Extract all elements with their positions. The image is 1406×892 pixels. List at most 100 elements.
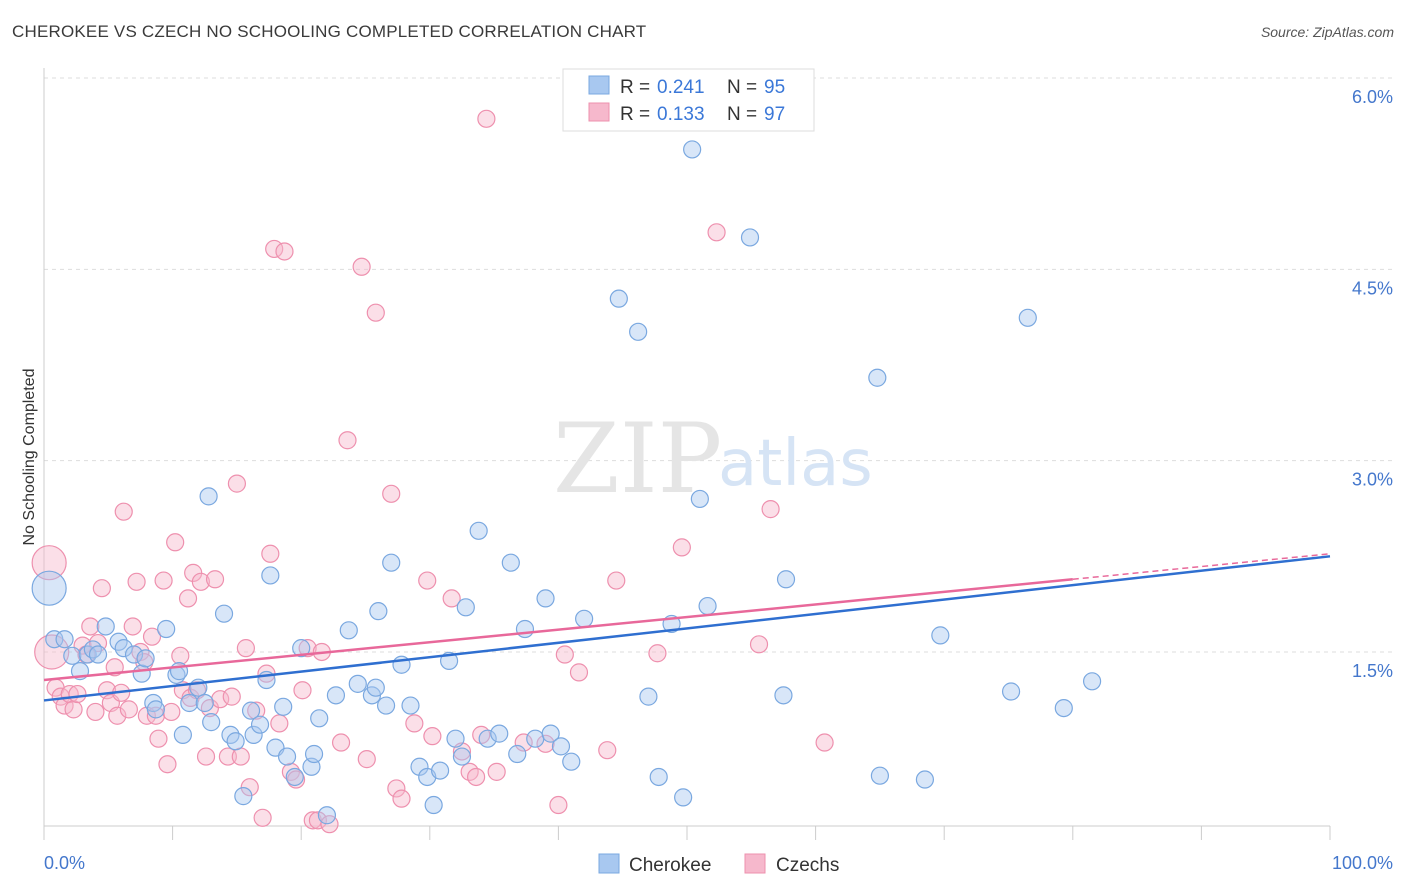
cherokee-point — [78, 645, 97, 664]
czech-point — [240, 778, 259, 797]
czech-point — [114, 502, 133, 521]
czech-point — [149, 729, 168, 748]
czech-point — [815, 733, 834, 752]
cherokee-point — [261, 566, 280, 585]
czech-point — [298, 639, 317, 658]
cherokee-point — [124, 645, 144, 664]
czech-point — [127, 572, 146, 591]
czech-point — [423, 727, 442, 746]
r-label: R = — [620, 104, 650, 125]
stats-legend-row-cherokee: R = 0.241 N = 95 — [588, 75, 785, 98]
cherokee-point — [310, 709, 329, 728]
x-tick-label: 0.0% — [44, 853, 85, 873]
czech-point — [555, 645, 574, 664]
cherokee-point — [526, 729, 545, 748]
r-value: 0.133 — [657, 104, 705, 125]
cherokee-point — [575, 609, 594, 628]
cherokee-point — [195, 693, 214, 713]
cherokee-point — [31, 570, 67, 606]
czechs-legend-swatch — [744, 853, 766, 874]
series-legend-czechs[interactable]: Czechs — [744, 853, 839, 876]
czech-point — [466, 767, 486, 787]
czech-point — [392, 789, 411, 808]
czech-point — [211, 690, 230, 709]
y-tick-label: 3.0% — [1352, 470, 1393, 490]
cherokee-point — [740, 228, 760, 247]
czech-point — [218, 747, 237, 766]
czech-point — [236, 639, 256, 658]
cherokee-point — [366, 678, 385, 697]
czech-point — [549, 795, 568, 815]
cherokee-point — [562, 752, 581, 771]
series-legend-cherokee[interactable]: Cherokee — [598, 853, 711, 876]
cherokee-legend-swatch — [598, 853, 620, 874]
cherokee-point — [96, 617, 115, 636]
cherokee-point — [469, 521, 488, 540]
cherokee-point — [317, 806, 337, 825]
czech-point — [154, 571, 173, 590]
czech-point — [514, 733, 533, 752]
y-axis-label: No Schooling Completed — [21, 369, 38, 546]
czech-points — [31, 109, 834, 834]
czech-point — [331, 733, 351, 752]
czech-point — [108, 706, 127, 725]
cherokee-point — [698, 596, 717, 616]
cherokee-point — [285, 767, 304, 787]
czech-point — [672, 538, 691, 557]
czech-point — [162, 702, 181, 722]
czech-point — [405, 714, 424, 733]
czech-point — [308, 811, 328, 830]
trend-lines — [43, 553, 1331, 702]
czech-point — [387, 779, 406, 798]
cherokee-point — [88, 645, 108, 664]
watermark-atlas: atlas — [718, 427, 873, 501]
cherokee-swatch — [588, 75, 610, 95]
czech-point — [338, 431, 357, 450]
czech-point — [442, 589, 461, 608]
cherokee-point — [430, 761, 450, 780]
czech-point — [569, 663, 589, 682]
cherokee-point — [1054, 698, 1073, 718]
czech-point — [34, 634, 70, 670]
czechs-legend-label: Czechs — [776, 855, 839, 876]
cherokee-point — [83, 640, 102, 659]
cherokee-point — [369, 602, 388, 621]
cherokee-point — [536, 589, 555, 608]
czech-point — [123, 617, 142, 636]
czech-point — [261, 544, 280, 563]
czech-point — [196, 747, 216, 766]
cherokee-point — [292, 639, 311, 658]
cherokee-point — [446, 729, 465, 748]
watermark: ZIP atlas — [553, 403, 873, 515]
source-credit: Source: ZipAtlas.com — [1260, 24, 1394, 40]
cherokee-point — [401, 696, 420, 715]
cherokee-point — [180, 693, 199, 713]
cherokee-point — [244, 725, 263, 744]
tick-labels: 1.5% 3.0% 4.5% 6.0% 0.0% 100.0% — [44, 87, 1393, 873]
stats-legend: R = 0.241 N = 95 R = 0.133 N = 97 — [562, 68, 815, 132]
cherokee-point — [1082, 672, 1102, 691]
r-value: 0.241 — [657, 77, 705, 98]
czech-point — [92, 579, 111, 598]
n-value: 97 — [764, 104, 785, 125]
series-legend: Cherokee Czechs — [598, 853, 839, 876]
czech-point — [253, 808, 272, 827]
czech-point — [178, 589, 198, 608]
czech-trend-line — [43, 578, 1073, 682]
czech-trend-line-extension — [1072, 553, 1331, 581]
czech-point — [119, 700, 138, 719]
czech-point — [86, 702, 105, 722]
czech-point — [166, 533, 185, 552]
cherokee-point — [146, 700, 165, 719]
czech-point — [231, 747, 250, 766]
czech-point — [68, 684, 87, 704]
y-tick-label: 1.5% — [1352, 661, 1393, 681]
cherokee-point — [501, 553, 520, 572]
cherokee-point — [250, 715, 270, 734]
cherokee-point — [609, 289, 628, 308]
cherokee-point — [515, 619, 535, 639]
cherokee-point — [452, 747, 472, 766]
czech-point — [293, 681, 312, 700]
czech-point — [536, 734, 555, 753]
cherokee-point — [870, 766, 890, 785]
